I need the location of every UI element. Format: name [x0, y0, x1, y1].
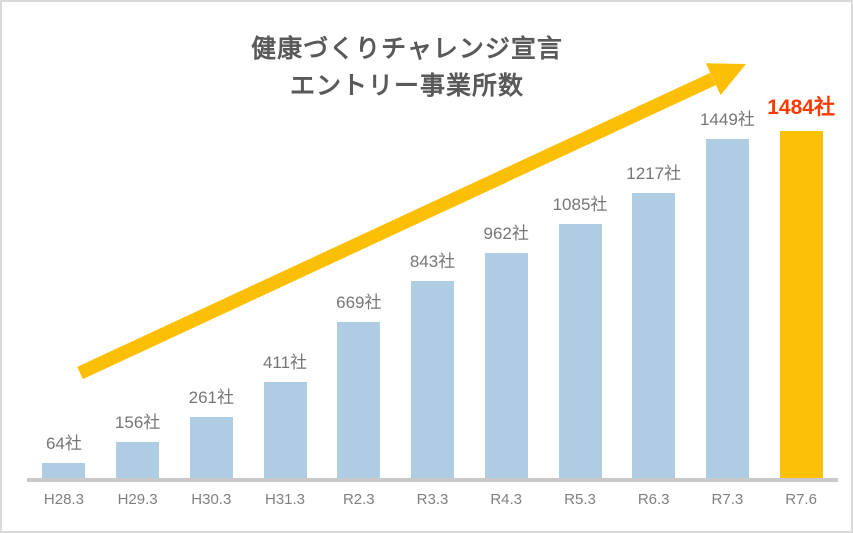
chart-title: 健康づくりチャレンジ宣言 エントリー事業所数: [2, 31, 812, 105]
bar-R6.3: [632, 193, 676, 478]
bar-H31.3: [263, 382, 307, 478]
bar-R4.3: [484, 253, 528, 478]
bar-highlight-R7.6: [779, 131, 823, 478]
data-label-R6.3: 1217社: [626, 164, 682, 183]
chart-title-line1: 健康づくりチャレンジ宣言: [251, 35, 563, 63]
bar-R5.3: [558, 224, 602, 478]
x-tick-R5.3: R5.3: [564, 491, 596, 508]
bar-H29.3: [116, 442, 160, 478]
data-label-R3.3: 843社: [409, 252, 456, 271]
x-tick-R3.3: R3.3: [416, 491, 449, 508]
x-tick-H29.3: H29.3: [117, 491, 158, 508]
data-label-R7.6: 1484社: [767, 96, 835, 119]
x-tick-R2.3: R2.3: [342, 491, 375, 508]
x-tick-R4.3: R4.3: [490, 491, 523, 508]
x-tick-R7.6: R7.6: [785, 491, 817, 508]
x-tick-H31.3: H31.3: [264, 491, 306, 508]
data-label-R4.3: 962社: [483, 224, 529, 243]
data-label-H28.3: 64社: [45, 434, 82, 453]
x-tick-H30.3: H30.3: [191, 491, 232, 508]
data-label-H30.3: 261社: [188, 388, 234, 407]
x-axis-line: [27, 478, 838, 482]
bar-H28.3: [42, 463, 86, 478]
data-label-R2.3: 669社: [336, 293, 382, 312]
bar-R2.3: [337, 322, 381, 478]
bar-H30.3: [189, 417, 233, 478]
data-label-H29.3: 156社: [114, 413, 161, 432]
x-tick-H28.3: H28.3: [43, 491, 84, 508]
data-label-H31.3: 411社: [262, 353, 308, 372]
chart-title-line2: エントリー事業所数: [289, 72, 524, 100]
x-tick-R7.3: R7.3: [711, 491, 744, 508]
bar-R7.3: [705, 139, 749, 478]
x-tick-R6.3: R6.3: [637, 491, 670, 508]
data-label-R5.3: 1085社: [552, 195, 608, 214]
growth-arrow-shaft: [77, 72, 716, 380]
